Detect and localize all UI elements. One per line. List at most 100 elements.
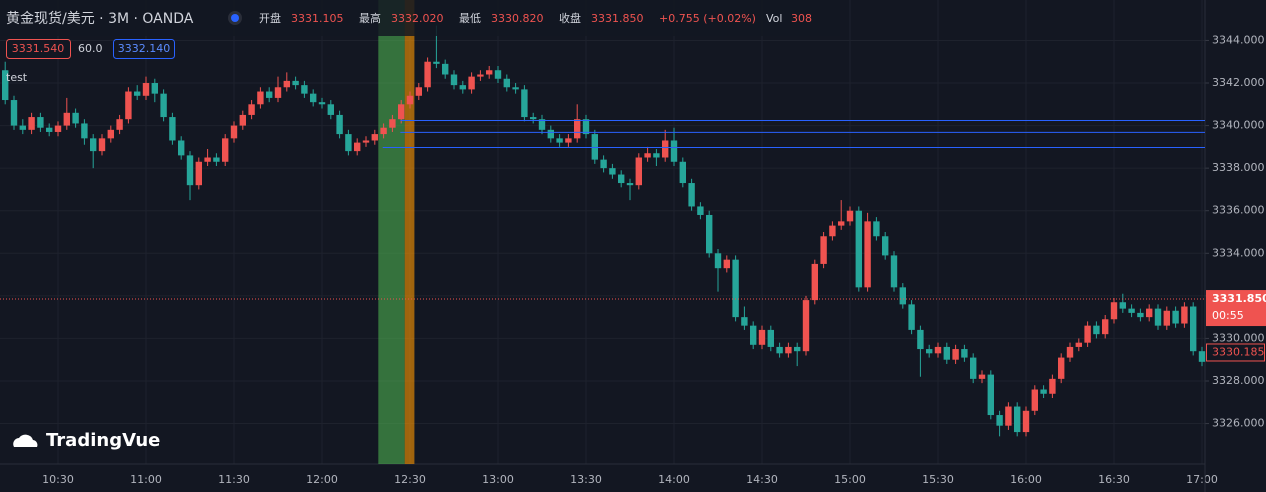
candle-body: [1075, 342, 1082, 347]
candle-body: [917, 329, 924, 350]
candle-body: [477, 74, 484, 77]
x-tick-label: 11:30: [218, 473, 250, 486]
countdown-label: 00:55: [1212, 309, 1244, 322]
candle-body: [635, 157, 642, 186]
candle-body: [1198, 351, 1206, 362]
candle-body: [239, 114, 246, 126]
candle-body: [811, 263, 818, 301]
candle-body: [670, 140, 678, 162]
last-price-box: [1206, 290, 1266, 327]
candle-body: [899, 287, 906, 305]
candle-body: [90, 138, 97, 152]
candle-body: [213, 157, 220, 162]
candle-body: [37, 117, 44, 128]
candle-body: [398, 104, 405, 120]
candle-body: [961, 349, 968, 358]
last-price-label: 3331.850: [1212, 292, 1266, 305]
candle-body: [609, 168, 616, 175]
high-label: 最高: [359, 11, 381, 25]
candle-body: [362, 140, 370, 143]
candle-body: [230, 125, 238, 139]
y-tick-label: 3326.000: [1212, 417, 1265, 430]
candle-body: [829, 225, 836, 237]
candle-body: [556, 138, 563, 143]
x-tick-label: 15:30: [922, 473, 954, 486]
candle-body: [486, 70, 493, 75]
legend-backdrop: [0, 0, 840, 36]
vol-label: Vol: [766, 12, 782, 25]
candle-body: [327, 104, 334, 115]
candle-body: [125, 91, 132, 120]
low-label: 最低: [459, 12, 481, 25]
candle-body: [134, 91, 141, 96]
candle-body: [1102, 319, 1109, 335]
candle-body: [1137, 312, 1144, 318]
candle-body: [116, 119, 123, 130]
x-tick-label: 17:00: [1186, 473, 1218, 486]
candle-body: [521, 89, 528, 118]
x-tick-label: 10:30: [42, 473, 74, 486]
candle-body: [186, 155, 194, 186]
candle-body: [820, 236, 827, 264]
candle-body: [406, 95, 414, 105]
candle-body: [1058, 357, 1065, 379]
candle-body: [644, 153, 651, 158]
candle-body: [248, 104, 255, 115]
x-tick-label: 16:00: [1010, 473, 1042, 486]
candle-body: [266, 91, 273, 98]
candle-body: [142, 83, 150, 96]
candle-body: [926, 349, 933, 354]
candle-body: [380, 127, 387, 135]
candle-body: [996, 415, 1003, 426]
candle-body: [714, 253, 722, 269]
candle-body: [459, 85, 466, 90]
candle-body: [530, 117, 537, 120]
candle-body: [222, 138, 229, 162]
candle-body: [582, 119, 590, 135]
candle-body: [2, 70, 9, 101]
candle-body: [512, 87, 519, 90]
candle-body: [354, 142, 361, 152]
candle-body: [19, 125, 26, 130]
x-tick-label: 14:30: [746, 473, 778, 486]
candle-body: [204, 157, 211, 162]
candle-body: [1005, 406, 1012, 426]
y-tick-label: 3330.000: [1212, 331, 1265, 344]
candle-body: [442, 63, 449, 75]
candle-body: [1031, 389, 1038, 411]
candle-body: [697, 206, 704, 215]
candle-body: [794, 346, 801, 352]
candle-body: [1146, 308, 1153, 318]
candle-body: [424, 61, 431, 88]
candle-body: [28, 117, 35, 130]
candle-body: [758, 329, 766, 345]
candle-body: [750, 325, 757, 345]
logo-text: TradingVue: [46, 430, 160, 451]
candle-body: [908, 304, 915, 330]
candle-body: [1040, 389, 1047, 394]
candle-body: [1110, 302, 1118, 320]
y-tick-label: 3336.000: [1212, 204, 1265, 217]
candle-body: [943, 346, 950, 360]
candle-body: [732, 259, 739, 318]
candle-body: [10, 100, 18, 126]
candle-body: [98, 138, 106, 152]
x-tick-label: 11:00: [130, 473, 162, 486]
x-tick-label: 16:30: [1098, 473, 1130, 486]
status-dot: [231, 14, 239, 22]
candle-body: [741, 317, 748, 326]
x-tick-label: 12:30: [394, 473, 426, 486]
candle-body: [318, 102, 326, 105]
candle-body: [494, 70, 502, 79]
candle-body: [1163, 310, 1170, 326]
candle-body: [1014, 406, 1021, 433]
candle-body: [723, 259, 730, 269]
logo-icon: [13, 434, 38, 447]
change-value: +0.755 (+0.02%): [659, 12, 756, 25]
indicator-box: [6, 39, 71, 59]
marker-price-box: [1206, 343, 1265, 362]
candle-body: [283, 80, 290, 88]
